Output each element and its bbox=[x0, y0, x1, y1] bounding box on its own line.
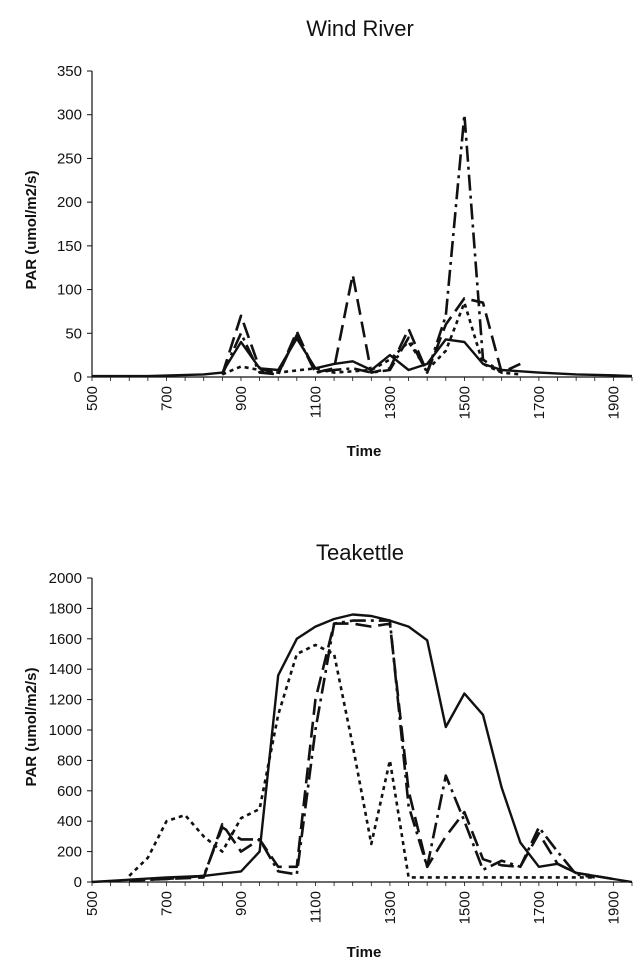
series-line-solid bbox=[91, 613, 633, 884]
y-tick-label: 50 bbox=[65, 325, 82, 342]
y-tick-label: 0 bbox=[74, 874, 82, 891]
y-tick-label: 200 bbox=[57, 194, 82, 211]
x-tick-label: 1300 bbox=[382, 891, 399, 924]
x-axis-label: Time bbox=[347, 443, 382, 460]
y-tick-label: 2000 bbox=[49, 570, 82, 587]
series-line-dotted bbox=[221, 301, 521, 376]
x-tick-label: 1500 bbox=[456, 891, 473, 924]
x-tick-label: 900 bbox=[233, 891, 250, 916]
y-tick-label: 100 bbox=[57, 282, 82, 299]
x-axis-label: Time bbox=[347, 944, 382, 961]
y-tick-label: 300 bbox=[57, 107, 82, 124]
y-tick-label: 200 bbox=[57, 844, 82, 861]
x-tick-label: 1900 bbox=[605, 386, 622, 419]
y-tick-label: 1200 bbox=[49, 692, 82, 709]
x-tick-label: 500 bbox=[84, 891, 101, 916]
plot-area: 0 200 400 600 800 1000 1200 1400 1600 1800 2000 500… bbox=[49, 570, 633, 924]
plot-area: 0 50 100 150 200 250 300 350 500 700 900 1100 1300 15… bbox=[57, 63, 633, 419]
y-axis-label: PAR (umol/m2/s) bbox=[23, 668, 40, 787]
x-tick-label: 900 bbox=[233, 386, 250, 411]
chart-title: Wind River bbox=[306, 16, 414, 41]
y-tick-label: 1800 bbox=[49, 600, 82, 617]
chart-title: Teakettle bbox=[316, 540, 404, 565]
chart-wind-river: Wind River PAR (umol/m2/s) Time 0 50 100 15… bbox=[23, 16, 633, 460]
x-tick-label: 1300 bbox=[382, 386, 399, 419]
y-tick-label: 350 bbox=[57, 63, 82, 80]
x-tick-label: 1500 bbox=[456, 386, 473, 419]
series-line-dotted bbox=[128, 643, 595, 879]
x-tick-label: 1700 bbox=[531, 891, 548, 924]
y-tick-label: 1000 bbox=[49, 722, 82, 739]
x-tick-label: 500 bbox=[84, 386, 101, 411]
y-tick-label: 800 bbox=[57, 752, 82, 769]
y-axis-label: PAR (umol/m2/s) bbox=[23, 171, 40, 290]
y-tick-label: 1400 bbox=[49, 661, 82, 678]
x-tick-label: 1700 bbox=[531, 386, 548, 419]
series-line-dash-dot bbox=[221, 113, 503, 376]
y-tick-label: 600 bbox=[57, 783, 82, 800]
x-tick-label: 1100 bbox=[307, 386, 324, 418]
y-tick-label: 1600 bbox=[49, 631, 82, 648]
x-tick-label: 700 bbox=[158, 891, 175, 916]
series-line-long-dash bbox=[221, 273, 521, 376]
y-tick-label: 400 bbox=[57, 813, 82, 830]
chart-teakettle: Teakettle PAR (umol/m2/s) Time 0 200 400 60… bbox=[23, 540, 633, 961]
x-tick-label: 1100 bbox=[307, 891, 324, 923]
x-tick-label: 700 bbox=[158, 386, 175, 411]
y-tick-label: 250 bbox=[57, 150, 82, 167]
x-tick-label: 1900 bbox=[605, 891, 622, 924]
y-tick-label: 150 bbox=[57, 238, 82, 255]
y-tick-label: 0 bbox=[74, 369, 82, 386]
series-line-dash-dot bbox=[129, 619, 596, 882]
